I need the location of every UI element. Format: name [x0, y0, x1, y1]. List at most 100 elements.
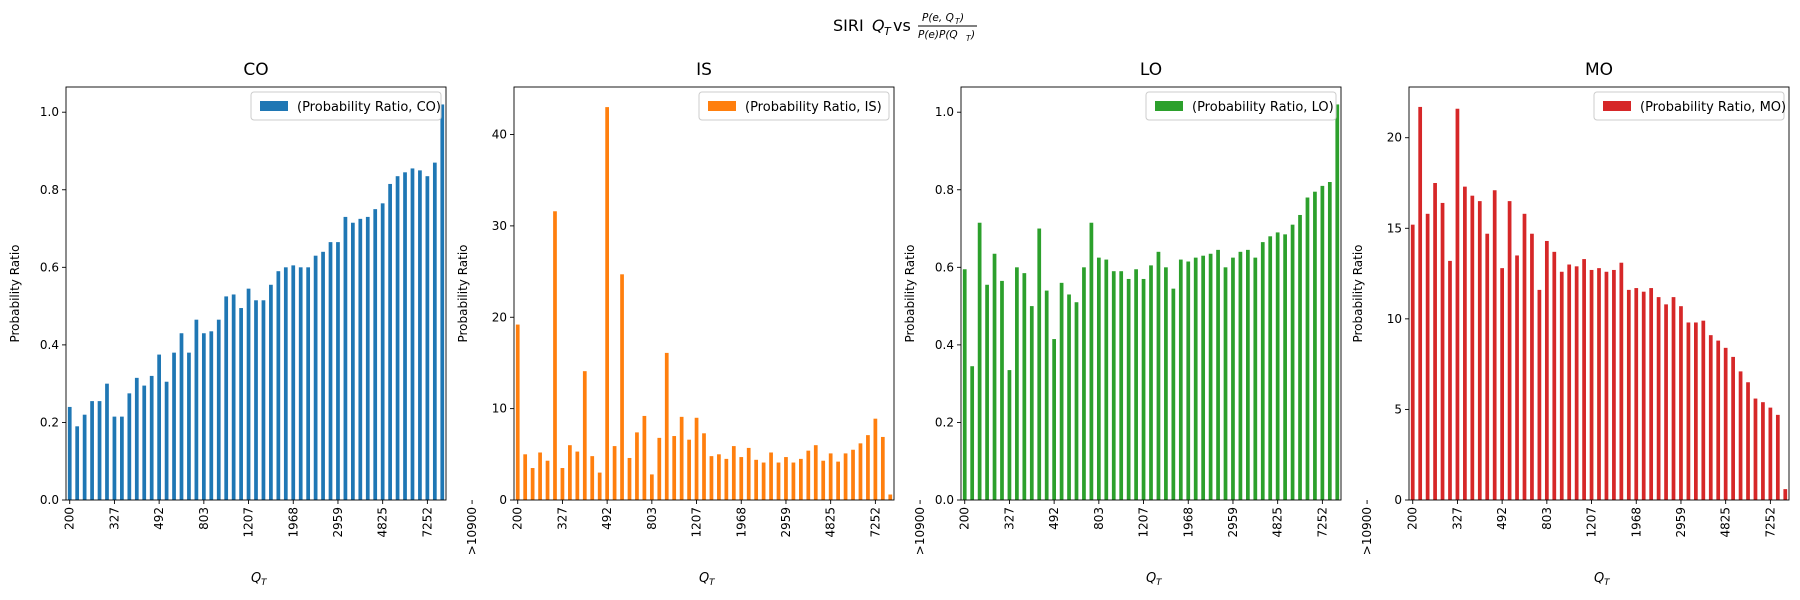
legend-label: (Probability Ratio, MO): [1640, 100, 1786, 115]
bar: [873, 418, 878, 500]
x-tick-label: 4825: [1271, 507, 1285, 538]
bar: [1679, 306, 1683, 500]
legend-lo: (Probability Ratio, LO): [1145, 91, 1337, 121]
bar: [1567, 264, 1572, 500]
bar: [1753, 398, 1758, 500]
bar: [1149, 265, 1153, 500]
bar: [216, 319, 221, 500]
bar: [679, 416, 684, 500]
bar: [761, 462, 766, 500]
y-tick-label: 20: [492, 310, 507, 324]
legend-box: [1593, 91, 1785, 121]
bar: [1037, 228, 1042, 501]
bar: [649, 474, 654, 500]
y-tick-label: 0.2: [935, 415, 954, 429]
bar: [612, 446, 617, 500]
x-tick-label: 2959: [779, 507, 793, 538]
bar: [1477, 201, 1482, 500]
bar: [231, 294, 236, 500]
bar: [657, 437, 662, 500]
y-axis-label: Probability Ratio: [8, 244, 22, 342]
y-tick-label: 10: [1387, 312, 1402, 326]
legend-label: (Probability Ratio, LO): [1192, 100, 1334, 115]
x-tick-label: 1968: [286, 507, 300, 538]
bar: [545, 460, 550, 500]
bar: [120, 416, 124, 500]
x-tick-label: 4825: [376, 507, 390, 538]
bar: [1216, 249, 1220, 500]
bar: [851, 449, 855, 500]
bar: [1783, 489, 1788, 500]
bar: [418, 170, 422, 500]
bar: [962, 269, 967, 500]
x-tick-label: 1968: [1629, 507, 1643, 538]
bar: [291, 265, 296, 500]
bar: [1082, 267, 1086, 500]
x-tick-label: 4825: [1719, 507, 1733, 538]
figure-title-q-sub: T: [884, 25, 892, 38]
bar: [1552, 251, 1557, 500]
bar: [724, 458, 729, 500]
y-tick-label: 5: [1394, 402, 1402, 416]
bar: [985, 284, 989, 500]
bar: [1193, 257, 1198, 500]
bar: [1104, 259, 1109, 500]
bar: [806, 450, 811, 500]
bar: [1067, 294, 1071, 500]
bar: [858, 443, 863, 500]
bar: [1768, 407, 1773, 500]
bar: [90, 401, 94, 500]
bar: [1671, 297, 1676, 500]
x-tick-label: 803: [1540, 507, 1554, 530]
x-tick-label: 1968: [734, 507, 748, 538]
bar: [164, 381, 169, 500]
bar: [440, 104, 445, 500]
bar: [977, 222, 982, 501]
y-tick-label: 0.6: [40, 260, 59, 274]
bar: [970, 366, 975, 500]
figure-title-frac-num: P(e, Q: [922, 12, 954, 24]
bar: [157, 354, 161, 500]
bar: [97, 401, 102, 500]
x-tick-label: 1207: [690, 507, 704, 538]
y-tick-label: 0: [499, 493, 507, 507]
y-tick-label: 20: [1387, 131, 1402, 145]
legend-co: (Probability Ratio, CO): [250, 91, 442, 121]
bar: [1500, 268, 1504, 500]
x-axis-label-sub: T: [261, 578, 268, 588]
x-tick-label: 200: [958, 507, 972, 530]
bar: [1440, 202, 1445, 500]
bar: [1582, 259, 1586, 500]
bar: [1320, 185, 1325, 500]
bar: [1141, 278, 1146, 500]
bar: [395, 176, 400, 500]
x-axis-label: Q: [1594, 571, 1604, 586]
chart-panel-co: CO 0.0 0.2 0.4 0.6 0.8 1.0 200 327 492 803 1207 1968…: [8, 60, 479, 588]
y-tick-label: 0.0: [40, 493, 59, 507]
bar: [1604, 271, 1609, 500]
bar: [1634, 288, 1639, 500]
bar: [328, 242, 333, 500]
bar: [261, 300, 266, 500]
bar: [283, 267, 288, 500]
bars-co: [67, 104, 445, 501]
bar: [1664, 304, 1668, 500]
y-tick-label: 0.0: [935, 493, 954, 507]
bar: [1290, 224, 1295, 501]
legend-mo: (Probability Ratio, MO): [1593, 91, 1786, 121]
bar: [1029, 306, 1034, 500]
bar: [67, 406, 72, 500]
chart-panel-mo: MO 0 5 10 15 20 200 327 492 803 1207 1968 2959 4825 72…: [1351, 60, 1790, 588]
bar: [1156, 251, 1161, 500]
bar: [1731, 356, 1735, 500]
figure-title-vs: vs: [893, 16, 911, 35]
bar: [380, 203, 385, 500]
chart-panel-is: IS 0 10 20 30 40 200 327 492 803 1207 1968 2959 4825 7…: [456, 60, 927, 588]
bar: [1164, 267, 1168, 500]
bar: [1313, 191, 1317, 500]
bar: [1448, 260, 1452, 500]
bar: [784, 457, 788, 500]
bar: [627, 457, 632, 500]
x-tick-label: 327: [555, 507, 569, 530]
legend-box: [250, 91, 442, 121]
